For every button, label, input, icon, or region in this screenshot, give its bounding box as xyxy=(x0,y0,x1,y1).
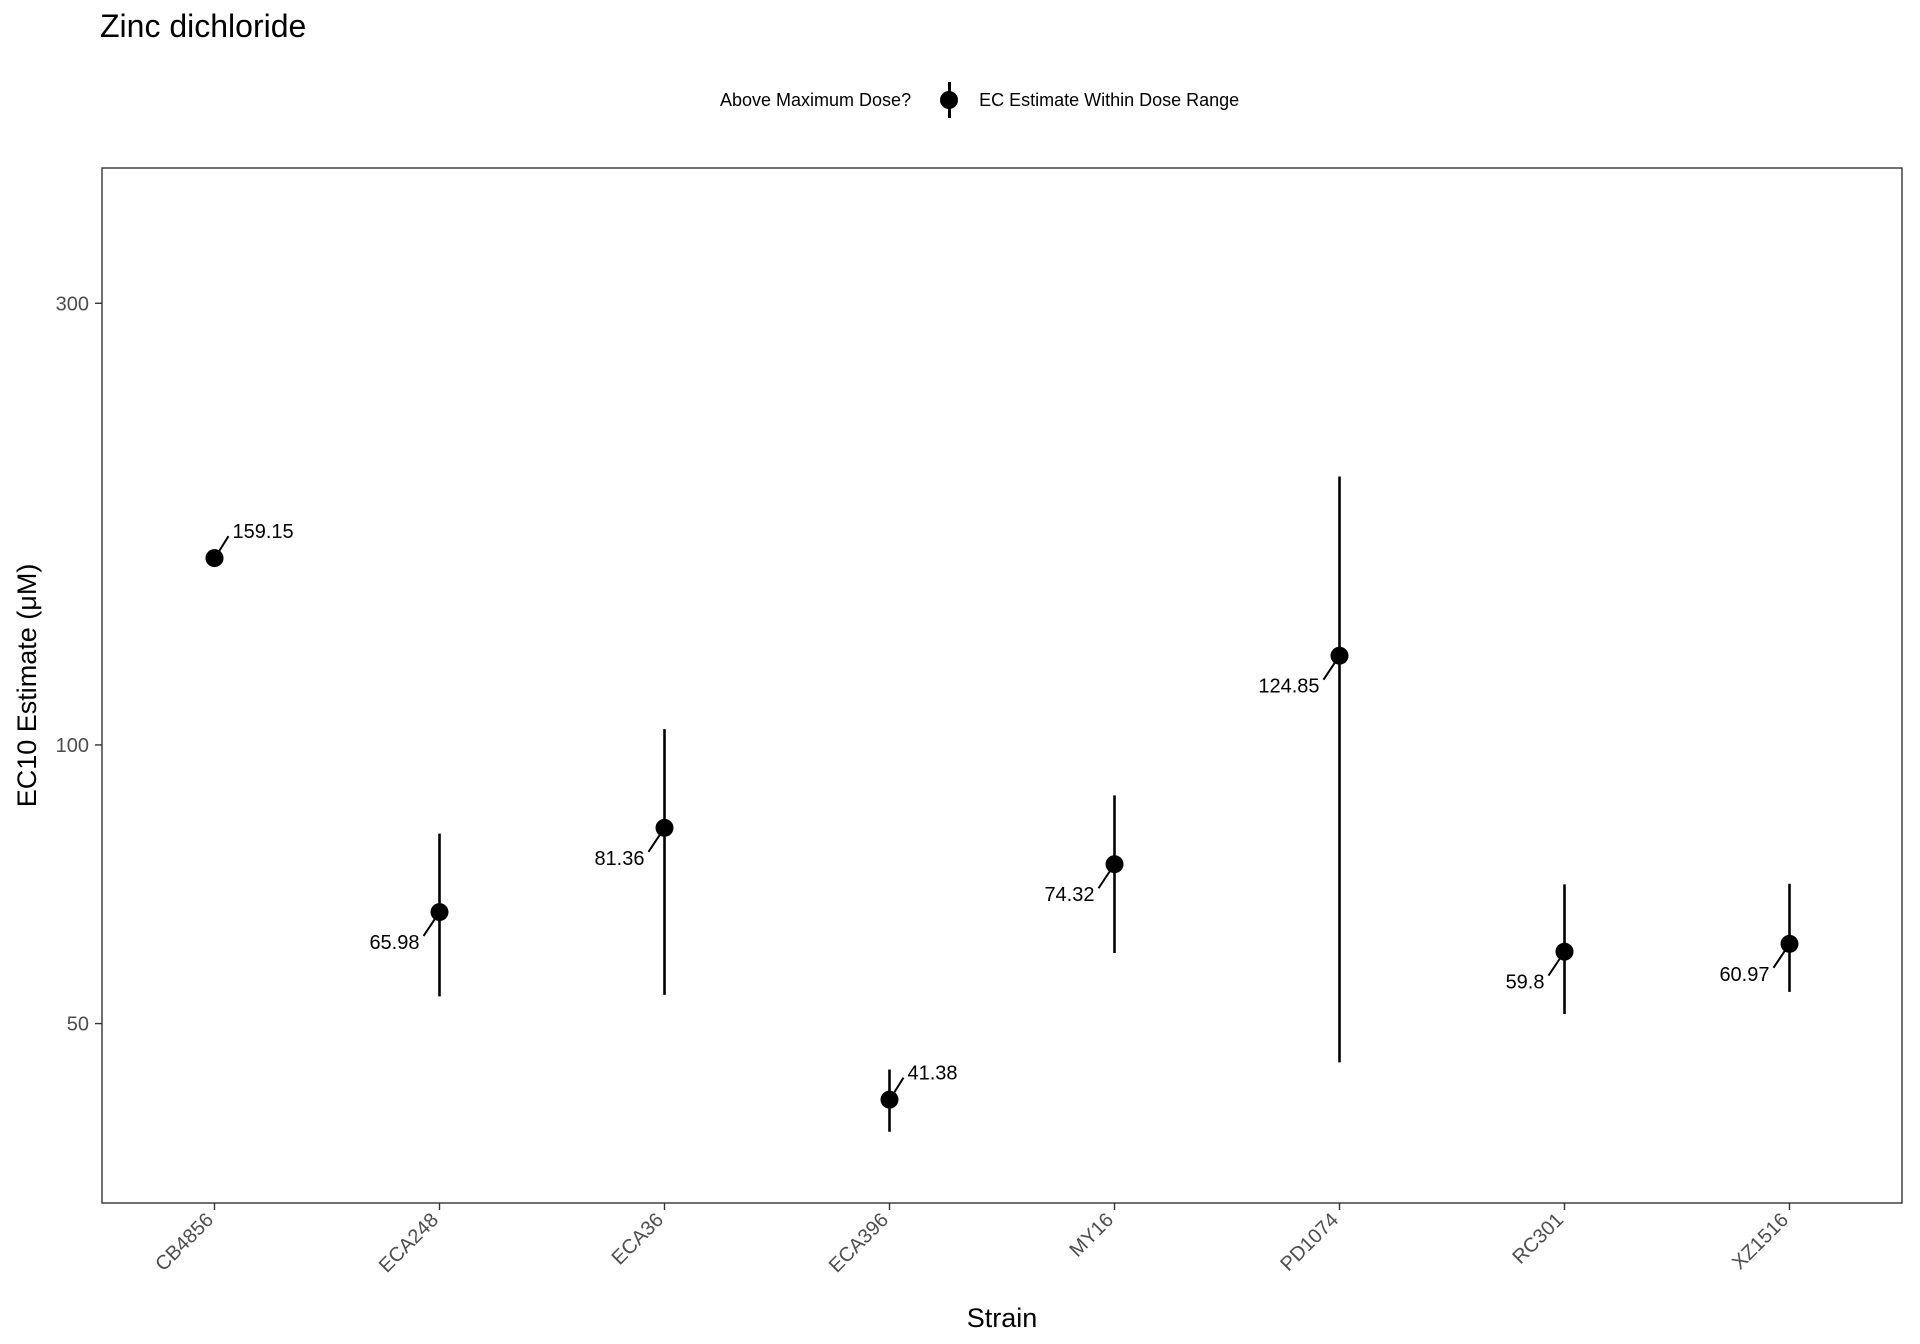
legend-key-icon xyxy=(931,82,967,118)
label-leader xyxy=(422,917,437,937)
y-axis-title: EC10 Estimate (μM) xyxy=(12,564,42,808)
y-tick-label: 300 xyxy=(56,293,89,315)
data-label: 65.98 xyxy=(369,932,419,954)
x-axis-title: Strain xyxy=(967,1303,1038,1333)
data-point xyxy=(205,549,224,568)
label-leader xyxy=(647,833,662,853)
data-label: 124.85 xyxy=(1258,676,1319,698)
data-point xyxy=(1780,934,1799,953)
x-tick-label: CB4856 xyxy=(151,1209,218,1276)
label-leader xyxy=(1772,949,1787,969)
y-tick-label: 50 xyxy=(67,1014,89,1036)
data-label: 41.38 xyxy=(908,1063,958,1085)
label-leader xyxy=(1097,869,1112,889)
x-tick-label: RC301 xyxy=(1508,1209,1568,1269)
data-label: 74.32 xyxy=(1044,884,1094,906)
label-leader xyxy=(892,1077,905,1095)
chart-title: Zinc dichloride xyxy=(100,8,307,44)
label-leader xyxy=(217,535,230,553)
data-label: 59.8 xyxy=(1506,972,1545,994)
data-point xyxy=(1555,942,1574,961)
x-tick-label: XZ1516 xyxy=(1728,1209,1793,1274)
data-point xyxy=(1330,646,1349,665)
x-tick-label: ECA248 xyxy=(375,1209,443,1277)
legend-title: Above Maximum Dose? xyxy=(720,89,912,110)
data-label: 60.97 xyxy=(1719,964,1769,986)
label-leader xyxy=(1547,957,1562,977)
panel-border xyxy=(101,167,1903,1204)
data-label: 159.15 xyxy=(233,521,294,543)
x-tick-label: PD1074 xyxy=(1276,1209,1343,1276)
data-label: 81.36 xyxy=(594,848,644,870)
x-tick-label: ECA36 xyxy=(608,1209,668,1269)
data-point xyxy=(1105,855,1124,874)
y-tick-label: 100 xyxy=(56,735,89,757)
data-point xyxy=(655,818,674,837)
x-tick-label: MY16 xyxy=(1066,1209,1119,1262)
label-leader xyxy=(1322,661,1337,681)
x-tick-label: ECA396 xyxy=(825,1209,893,1277)
legend-entry-label: EC Estimate Within Dose Range xyxy=(979,89,1240,110)
data-point xyxy=(880,1090,899,1109)
data-point xyxy=(430,903,449,922)
legend: Above Maximum Dose? EC Estimate Within D… xyxy=(720,82,1239,118)
